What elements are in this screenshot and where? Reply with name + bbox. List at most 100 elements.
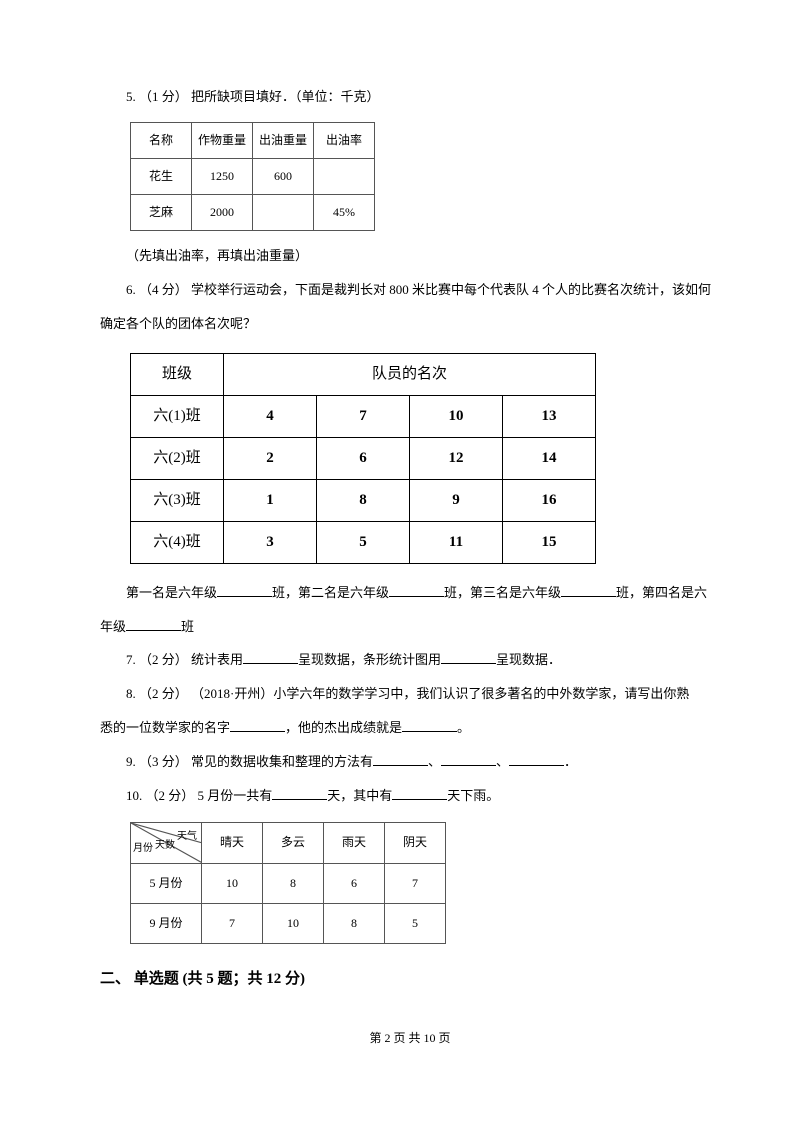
t2-r2c4: 16	[503, 479, 596, 521]
q6-fill-b: 班，第二名是六年级	[272, 585, 389, 600]
blank	[441, 752, 496, 766]
q9: 9. （3 分） 常见的数据收集和整理的方法有 、 、 ．	[100, 745, 720, 779]
t1-h2: 出油重量	[253, 122, 314, 158]
t2-r1c4: 14	[503, 437, 596, 479]
q5-note: （先填出油率，再填出油重量）	[100, 239, 720, 273]
q7-a: 7. （2 分） 统计表用	[126, 652, 243, 667]
q6-fill-c: 班，第三名是六年级	[444, 585, 561, 600]
t3-diag-bot: 月份	[133, 836, 153, 862]
t3-r1c4: 5	[385, 903, 446, 943]
t3-c3: 阴天	[385, 823, 446, 863]
q9-a: 9. （3 分） 常见的数据收集和整理的方法有	[126, 754, 373, 769]
blank	[126, 617, 181, 631]
t2-r3c4: 15	[503, 521, 596, 563]
q8-c: ，他的杰出成绩就是	[285, 720, 402, 735]
q6-label: 6. （4 分） 学校举行运动会，下面是裁判长对 800 米比赛中每个代表队 4…	[100, 273, 720, 341]
blank	[272, 786, 327, 800]
q7-b: 呈现数据，条形统计图用	[298, 652, 441, 667]
t2-r2c2: 8	[317, 479, 410, 521]
blank	[402, 718, 457, 732]
t3-r1c1: 7	[202, 903, 263, 943]
q7: 7. （2 分） 统计表用 呈现数据，条形统计图用 呈现数据．	[100, 643, 720, 677]
t2-r3c1: 3	[224, 521, 317, 563]
q10-c: 天下雨。	[447, 788, 499, 803]
page-footer: 第 2 页 共 10 页	[100, 1023, 720, 1054]
t2-r0c1: 4	[224, 395, 317, 437]
q6-fill-a: 第一名是六年级	[126, 585, 217, 600]
blank	[389, 583, 444, 597]
q6-fill2: 年级 班	[100, 610, 720, 644]
t2-head-left: 班级	[131, 353, 224, 395]
blank	[217, 583, 272, 597]
t3-c2: 雨天	[324, 823, 385, 863]
t3-diag: 天气 天数 月份	[131, 823, 202, 863]
t2-r1c2: 6	[317, 437, 410, 479]
t1-h3: 出油率	[314, 122, 375, 158]
t2-r1c0: 六(2)班	[131, 437, 224, 479]
t1-r0c1: 1250	[192, 158, 253, 194]
t3-r0c4: 7	[385, 863, 446, 903]
t3-r1c2: 10	[263, 903, 324, 943]
t1-r1c1: 2000	[192, 195, 253, 231]
t3-diag-top: 天气	[177, 824, 197, 850]
t3-c1: 多云	[263, 823, 324, 863]
t2-r0c4: 13	[503, 395, 596, 437]
t2-r0c0: 六(1)班	[131, 395, 224, 437]
t2-r2c3: 9	[410, 479, 503, 521]
blank	[243, 650, 298, 664]
t2-r2c0: 六(3)班	[131, 479, 224, 521]
q6-fill-f: 班	[181, 619, 194, 634]
q9-s2: 、	[496, 754, 509, 769]
blank	[441, 650, 496, 664]
blank	[373, 752, 428, 766]
q6-fill: 第一名是六年级班，第二名是六年级班，第三名是六年级班，第四名是六	[100, 576, 720, 610]
t2-r3c0: 六(4)班	[131, 521, 224, 563]
q9-s1: 、	[428, 754, 441, 769]
q8-d: 。	[457, 720, 470, 735]
t2-r0c2: 7	[317, 395, 410, 437]
t1-r0c2: 600	[253, 158, 314, 194]
t2-r2c1: 1	[224, 479, 317, 521]
oil-table: 名称 作物重量 出油重量 出油率 花生 1250 600 芝麻 2000 45%	[130, 122, 375, 232]
footer-d: 10	[424, 1031, 436, 1045]
t1-h0: 名称	[131, 122, 192, 158]
t1-h1: 作物重量	[192, 122, 253, 158]
blank	[509, 752, 564, 766]
q8-line2: 悉的一位数学家的名字 ，他的杰出成绩就是 。	[100, 711, 720, 745]
q9-end: ．	[564, 754, 577, 769]
footer-c: 页 共	[390, 1031, 423, 1045]
blank	[392, 786, 447, 800]
t1-r1c0: 芝麻	[131, 195, 192, 231]
t1-r1c3: 45%	[314, 195, 375, 231]
t3-r1c3: 8	[324, 903, 385, 943]
q8-line1: 8. （2 分） （2018·开州）小学六年的数学学习中，我们认识了很多著名的中…	[100, 677, 720, 711]
t2-r0c3: 10	[410, 395, 503, 437]
t2-r1c3: 12	[410, 437, 503, 479]
t3-r0c1: 10	[202, 863, 263, 903]
t1-r0c0: 花生	[131, 158, 192, 194]
blank	[230, 718, 285, 732]
q10-a: 10. （2 分） 5 月份一共有	[126, 788, 272, 803]
weather-table: 天气 天数 月份 晴天 多云 雨天 阴天 5 月份 10 8 6 7 9 月份 …	[130, 822, 446, 944]
blank	[561, 583, 616, 597]
t2-r1c1: 2	[224, 437, 317, 479]
footer-e: 页	[436, 1031, 451, 1045]
t2-r3c3: 11	[410, 521, 503, 563]
t3-c0: 晴天	[202, 823, 263, 863]
t3-r0c0: 5 月份	[131, 863, 202, 903]
footer-a: 第	[369, 1031, 384, 1045]
t3-r1c0: 9 月份	[131, 903, 202, 943]
t3-r0c2: 8	[263, 863, 324, 903]
t3-r0c3: 6	[324, 863, 385, 903]
q5-label: 5. （1 分） 把所缺项目填好．（单位：千克）	[100, 80, 720, 114]
q10: 10. （2 分） 5 月份一共有天，其中有天下雨。	[100, 779, 720, 813]
t2-r3c2: 5	[317, 521, 410, 563]
t3-diag-mid: 天数	[155, 833, 175, 859]
q8-b: 悉的一位数学家的名字	[100, 720, 230, 735]
rank-table: 班级 队员的名次 六(1)班 4 7 10 13 六(2)班 2 6 12 14…	[130, 353, 596, 564]
q7-c: 呈现数据．	[496, 652, 561, 667]
q6-fill-e: 年级	[100, 619, 126, 634]
t2-head-right: 队员的名次	[224, 353, 596, 395]
t1-r0c3	[314, 158, 375, 194]
section-2-title: 二、 单选题 (共 5 题；共 12 分)	[100, 960, 720, 999]
